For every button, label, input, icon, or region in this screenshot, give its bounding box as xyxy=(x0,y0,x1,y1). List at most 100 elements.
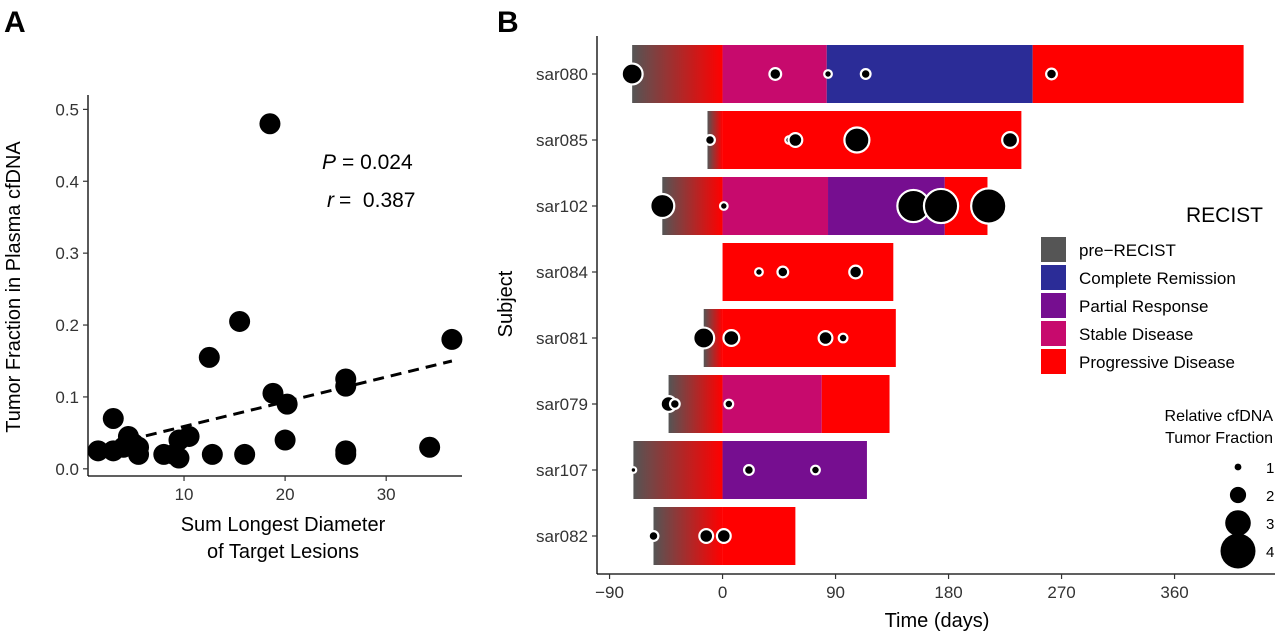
subject-label-sar080: sar080 xyxy=(536,65,588,84)
sample-sar081-2 xyxy=(722,329,741,348)
sample-sar102-2 xyxy=(718,201,729,211)
scatter-point-13 xyxy=(178,425,200,447)
legend-swatch-sd xyxy=(1041,321,1066,346)
legend-label-pd: Progressive Disease xyxy=(1079,353,1235,372)
bar-sar084-pd xyxy=(722,243,894,301)
sample-sar080-2 xyxy=(768,67,783,81)
panel-a-x-axis-title-line1: Sum Longest Diameter xyxy=(181,514,386,536)
panel-b-label: B xyxy=(497,6,519,39)
scatter-point-16 xyxy=(229,310,251,332)
sample-sar085-3 xyxy=(787,132,804,148)
sample-sar079-3 xyxy=(723,398,735,410)
panel-b-samples xyxy=(620,62,1058,544)
panel-a: A 0.0 0.1 0.2 0.3 0.4 0.5 10 20 30 Tumor Fracti… xyxy=(3,6,463,563)
panel-a-x-axis-title-line2: of Target Lesions xyxy=(207,541,359,563)
panel-b-x-axis-title: Time (days) xyxy=(885,610,990,632)
bar-sar080-pd xyxy=(1032,45,1244,103)
legend-swatch-cr xyxy=(1041,265,1066,290)
bar-sar102-sd xyxy=(722,177,829,235)
subject-label-sar084: sar084 xyxy=(536,263,588,282)
sample-sar081-1 xyxy=(692,326,716,350)
subject-label-sar085: sar085 xyxy=(536,131,588,150)
size-legend-label-2: 2 xyxy=(1266,488,1274,505)
x-tick-label: 20 xyxy=(276,485,295,504)
bar-sar082-pd xyxy=(722,507,796,565)
sample-sar107-1 xyxy=(629,466,638,474)
time-tick-label: 90 xyxy=(826,583,845,602)
size-legend-label-3: 3 xyxy=(1266,516,1274,533)
y-tick-label: 0.5 xyxy=(55,100,79,119)
sample-sar102-5 xyxy=(970,187,1008,225)
p-value: = 0.024 xyxy=(342,151,413,174)
panel-b-x-ticks: −90 0 90 180 270 360 xyxy=(595,574,1189,602)
sample-sar085-5 xyxy=(1001,131,1020,150)
scatter-point-25 xyxy=(335,440,357,462)
sample-sar081-3 xyxy=(817,330,834,346)
time-tick-label: 180 xyxy=(934,583,962,602)
panel-b-y-axis-title: Subject xyxy=(495,270,517,337)
scatter-point-21 xyxy=(276,393,298,415)
r-value: = 0.387 xyxy=(339,189,415,212)
x-tick-label: 30 xyxy=(377,485,396,504)
sample-sar080-5 xyxy=(1045,67,1058,81)
time-tick-label: 360 xyxy=(1160,583,1188,602)
scatter-point-2 xyxy=(102,407,124,429)
scatter-point-14 xyxy=(198,346,220,368)
scatter-point-17 xyxy=(234,443,256,465)
bar-sar079-sd xyxy=(722,375,822,433)
legend-label-sd: Stable Disease xyxy=(1079,325,1193,344)
legend-swatch-pr xyxy=(1041,293,1066,318)
recist-legend: RECIST pre−RECIST Complete Remission Parti… xyxy=(1041,204,1263,374)
sample-sar084-2 xyxy=(776,265,790,279)
subject-label-sar107: sar107 xyxy=(536,461,588,480)
sample-sar082-1 xyxy=(647,530,660,542)
subject-label-sar081: sar081 xyxy=(536,329,588,348)
scatter-point-12 xyxy=(168,447,190,469)
scatter-point-18 xyxy=(259,113,281,135)
panel-a-y-axis-title: Tumor Fraction in Plasma cfDNA xyxy=(3,141,25,433)
scatter-point-1 xyxy=(87,440,109,462)
legend-label-pre: pre−RECIST xyxy=(1079,241,1176,260)
legend-swatch-pd xyxy=(1041,349,1066,374)
y-tick-label: 0.4 xyxy=(55,172,79,191)
subject-label-sar079: sar079 xyxy=(536,395,588,414)
r-value-annotation: r = 0.387 xyxy=(327,189,415,212)
y-tick-label: 0.0 xyxy=(55,460,79,479)
sample-sar085-1 xyxy=(704,134,716,146)
scatter-point-27 xyxy=(441,328,463,350)
scatter-point-26 xyxy=(419,436,441,458)
trend-line xyxy=(128,359,453,442)
size-legend-dot-3 xyxy=(1225,510,1251,536)
scatter-point-20 xyxy=(274,429,296,451)
sample-sar082-2 xyxy=(698,528,715,544)
size-legend-dot-4 xyxy=(1220,533,1256,569)
panel-b-bars xyxy=(632,45,1244,565)
panel-a-x-ticks: 10 20 30 xyxy=(175,476,396,504)
sample-sar079-2 xyxy=(668,398,681,410)
time-tick-label: −90 xyxy=(595,583,624,602)
sample-sar085-4 xyxy=(843,126,871,154)
panel-a-label: A xyxy=(4,6,26,39)
size-legend-label-1: 1 xyxy=(1266,460,1274,477)
size-legend-dot-1 xyxy=(1234,463,1242,471)
panel-a-y-ticks: 0.0 0.1 0.2 0.3 0.4 0.5 xyxy=(55,100,88,479)
bar-sar085-pd xyxy=(722,111,1022,169)
sample-sar080-4 xyxy=(859,68,872,80)
subject-label-sar082: sar082 xyxy=(536,527,588,546)
y-tick-label: 0.1 xyxy=(55,388,79,407)
panel-a-points xyxy=(87,113,463,469)
sample-sar080-1 xyxy=(620,62,644,86)
sample-sar084-3 xyxy=(848,264,864,280)
bar-sar079-pd xyxy=(821,375,890,433)
x-tick-label: 10 xyxy=(175,485,194,504)
r-label: r xyxy=(327,189,335,212)
sample-sar102-4 xyxy=(922,187,960,225)
bar-sar080-cr xyxy=(826,45,1033,103)
sample-sar084-1 xyxy=(754,267,764,277)
scatter-point-15 xyxy=(201,443,223,465)
time-tick-label: 0 xyxy=(718,583,727,602)
panel-b: B sar080sar085sar102sar084sar081sar079sa… xyxy=(495,6,1275,632)
bar-sar081-pd xyxy=(722,309,896,367)
legend-title: RECIST xyxy=(1186,204,1263,227)
